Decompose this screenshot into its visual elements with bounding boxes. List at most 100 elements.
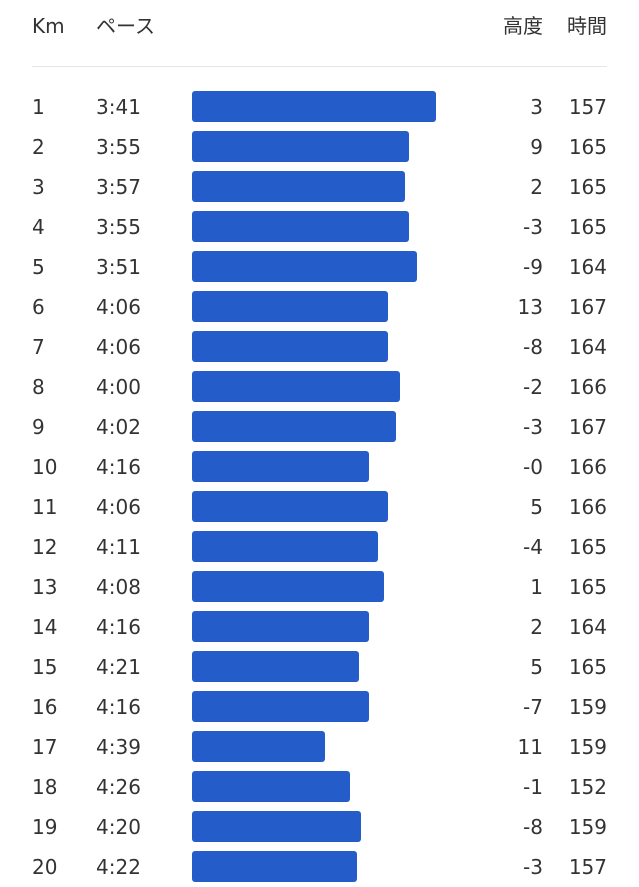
split-time: 159 <box>568 735 607 759</box>
split-row: 19 4:20 -8 159 <box>0 807 639 847</box>
split-row: 6 4:06 13 167 <box>0 287 639 327</box>
header-pace: ペース <box>96 14 155 38</box>
split-row: 18 4:26 -1 152 <box>0 767 639 807</box>
split-km: 2 <box>32 135 45 159</box>
split-km: 15 <box>32 655 58 679</box>
header-time: 時間 <box>567 14 607 38</box>
split-time: 164 <box>568 615 607 639</box>
split-elevation: 2 <box>530 615 543 639</box>
split-pace: 3:55 <box>96 215 141 239</box>
split-elevation: -9 <box>523 255 543 279</box>
pace-bar <box>192 571 385 602</box>
split-pace: 3:57 <box>96 175 141 199</box>
split-time: 159 <box>568 815 607 839</box>
split-row: 3 3:57 2 165 <box>0 167 639 207</box>
split-km: 3 <box>32 175 45 199</box>
split-time: 165 <box>568 655 607 679</box>
split-pace: 4:16 <box>96 615 141 639</box>
split-pace: 4:22 <box>96 855 141 879</box>
split-pace: 4:06 <box>96 335 141 359</box>
split-elevation: -2 <box>523 375 543 399</box>
pace-bar <box>192 371 400 402</box>
split-elevation: -0 <box>523 455 543 479</box>
split-km: 18 <box>32 775 58 799</box>
split-row: 20 4:22 -3 157 <box>0 847 639 887</box>
split-km: 9 <box>32 415 45 439</box>
pace-bar <box>192 211 410 242</box>
split-elevation: 9 <box>530 135 543 159</box>
pace-bar <box>192 131 410 162</box>
split-elevation: -4 <box>523 535 543 559</box>
split-km: 19 <box>32 815 58 839</box>
pace-bar <box>192 691 369 722</box>
split-elevation: -3 <box>523 215 543 239</box>
pace-bar <box>192 771 350 802</box>
pace-bar <box>192 411 396 442</box>
split-pace: 4:02 <box>96 415 141 439</box>
split-time: 165 <box>568 535 607 559</box>
split-row: 12 4:11 -4 165 <box>0 527 639 567</box>
split-pace: 3:51 <box>96 255 141 279</box>
split-time: 164 <box>568 255 607 279</box>
split-row: 7 4:06 -8 164 <box>0 327 639 367</box>
split-elevation: 13 <box>517 295 543 319</box>
split-km: 6 <box>32 295 45 319</box>
split-km: 7 <box>32 335 45 359</box>
split-row: 4 3:55 -3 165 <box>0 207 639 247</box>
splits-list: 1 3:41 3 157 2 3:55 9 165 3 3:57 2 165 4 3:55 -3 165 5 3:… <box>0 87 639 887</box>
split-pace: 3:41 <box>96 95 141 119</box>
header-km: Km <box>32 14 65 38</box>
split-elevation: -8 <box>523 335 543 359</box>
split-time: 167 <box>568 415 607 439</box>
pace-bar <box>192 651 360 682</box>
split-time: 157 <box>568 95 607 119</box>
split-pace: 4:16 <box>96 455 141 479</box>
split-km: 17 <box>32 735 58 759</box>
split-km: 16 <box>32 695 58 719</box>
pace-bar <box>192 451 369 482</box>
split-row: 8 4:00 -2 166 <box>0 367 639 407</box>
split-time: 165 <box>568 215 607 239</box>
split-row: 1 3:41 3 157 <box>0 87 639 127</box>
split-pace: 4:26 <box>96 775 141 799</box>
pace-bar <box>192 731 325 762</box>
split-km: 14 <box>32 615 58 639</box>
split-time: 165 <box>568 575 607 599</box>
split-km: 11 <box>32 495 58 519</box>
split-elevation: -8 <box>523 815 543 839</box>
split-km: 20 <box>32 855 58 879</box>
pace-bar <box>192 331 388 362</box>
split-elevation: -1 <box>523 775 543 799</box>
split-time: 166 <box>568 375 607 399</box>
split-row: 13 4:08 1 165 <box>0 567 639 607</box>
split-pace: 4:20 <box>96 815 141 839</box>
split-pace: 3:55 <box>96 135 141 159</box>
split-time: 159 <box>568 695 607 719</box>
split-time: 157 <box>568 855 607 879</box>
split-elevation: -3 <box>523 855 543 879</box>
split-elevation: 11 <box>517 735 543 759</box>
split-km: 4 <box>32 215 45 239</box>
split-pace: 4:06 <box>96 295 141 319</box>
split-pace: 4:00 <box>96 375 141 399</box>
split-row: 5 3:51 -9 164 <box>0 247 639 287</box>
split-pace: 4:08 <box>96 575 141 599</box>
split-elevation: -3 <box>523 415 543 439</box>
splits-header: Km ペース 高度 時間 <box>0 0 639 66</box>
split-row: 11 4:06 5 166 <box>0 487 639 527</box>
pace-bar <box>192 251 417 282</box>
pace-bar <box>192 491 388 522</box>
split-row: 17 4:39 11 159 <box>0 727 639 767</box>
split-row: 16 4:16 -7 159 <box>0 687 639 727</box>
header-divider <box>32 66 607 67</box>
split-km: 5 <box>32 255 45 279</box>
split-time: 167 <box>568 295 607 319</box>
split-time: 166 <box>568 455 607 479</box>
split-pace: 4:39 <box>96 735 141 759</box>
pace-bar <box>192 91 436 122</box>
split-elevation: 1 <box>530 575 543 599</box>
split-km: 8 <box>32 375 45 399</box>
split-row: 9 4:02 -3 167 <box>0 407 639 447</box>
split-pace: 4:06 <box>96 495 141 519</box>
split-pace: 4:11 <box>96 535 141 559</box>
